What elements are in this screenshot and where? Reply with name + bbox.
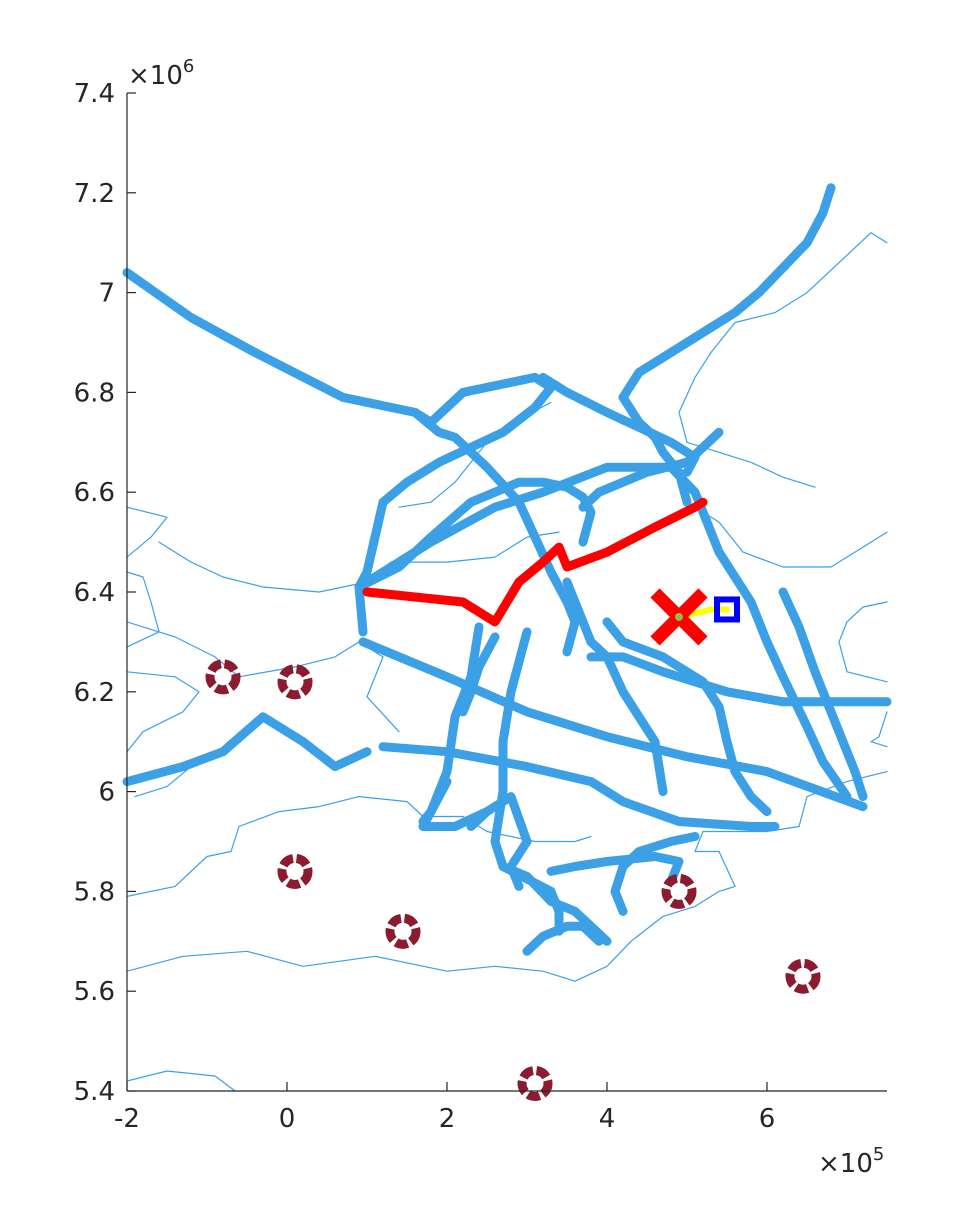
road-network-line xyxy=(618,183,836,402)
city-marker xyxy=(385,913,421,949)
road-network-line xyxy=(122,268,556,637)
y-tick-label: 7 xyxy=(98,279,115,309)
coastline-line xyxy=(126,1070,236,1092)
coastline-line xyxy=(694,506,888,568)
road-network-line xyxy=(458,632,500,717)
coastline-line xyxy=(678,232,888,488)
coastline-line xyxy=(126,506,168,558)
road-network-line xyxy=(578,427,724,512)
path-line xyxy=(362,497,708,627)
road-network-line xyxy=(122,712,372,787)
road-network-line xyxy=(610,832,700,916)
x-tick-label: -2 xyxy=(114,1104,140,1134)
y-exponent-base: ×10 xyxy=(128,61,183,91)
city-marker xyxy=(277,853,313,889)
y-tick-label: 6 xyxy=(98,778,115,808)
y-tick-label: 7.2 xyxy=(74,179,115,209)
city-marker xyxy=(661,873,697,909)
axes: -2 0 2 4 6 5.4 5.6 5.8 6 6.2 6.4 6.6 6.8 7 7.2 7.4 ×10… xyxy=(74,56,887,1179)
road-network-line xyxy=(418,777,492,831)
x-axis-exponent: ×105 xyxy=(818,1144,884,1179)
road-network-line xyxy=(618,392,692,507)
x-tick-label: 4 xyxy=(599,1104,616,1134)
road-network-line xyxy=(378,742,780,831)
y-tick-label: 6.8 xyxy=(74,378,115,408)
coastline-line xyxy=(134,765,192,798)
y-tick-label: 6.6 xyxy=(74,478,115,508)
end-marker-center xyxy=(675,612,683,621)
y-ticks: 5.4 5.6 5.8 6 6.2 6.4 6.6 6.8 7 7.2 7.4 xyxy=(74,79,136,1107)
coastline-layer xyxy=(126,232,888,1092)
coastline-line xyxy=(158,541,368,593)
y-tick-label: 6.2 xyxy=(74,678,115,708)
coastline-line xyxy=(126,571,160,648)
city-marker xyxy=(517,1066,553,1102)
road-network-line xyxy=(410,407,580,657)
y-exponent-power: 6 xyxy=(183,56,194,77)
marker-layer xyxy=(205,588,821,1102)
y-tick-label: 6.4 xyxy=(74,578,115,608)
y-tick-label: 5.6 xyxy=(74,977,115,1007)
coastline-line xyxy=(126,795,592,898)
coastline-line xyxy=(870,711,888,748)
road-network-line xyxy=(602,617,772,817)
coastline-line xyxy=(126,621,400,733)
coastline-line xyxy=(126,671,200,753)
road-network-line xyxy=(778,587,868,802)
road-network-line xyxy=(586,652,892,707)
y-tick-label: 5.8 xyxy=(74,877,115,907)
road-network-line xyxy=(498,862,612,946)
road-network-line xyxy=(358,637,868,812)
x-exponent-power: 5 xyxy=(873,1144,884,1165)
x-tick-label: 2 xyxy=(439,1104,456,1134)
road-network-line xyxy=(418,622,484,826)
city-marker xyxy=(277,664,313,700)
road-network-line xyxy=(546,886,564,936)
start-marker xyxy=(714,596,740,623)
y-axis-exponent: ×106 xyxy=(128,56,194,91)
city-marker xyxy=(205,659,241,695)
city-marker xyxy=(785,958,821,994)
x-exponent-base: ×10 xyxy=(818,1149,873,1179)
route-path-layer xyxy=(362,497,708,627)
y-tick-label: 7.4 xyxy=(74,79,115,109)
coastline-line xyxy=(838,601,888,683)
road-network-line xyxy=(354,462,852,802)
road-network-line xyxy=(522,921,604,956)
x-tick-label: 0 xyxy=(279,1104,296,1134)
x-ticks: -2 0 2 4 6 xyxy=(114,1082,775,1134)
x-tick-label: 6 xyxy=(759,1104,776,1134)
y-tick-label: 5.4 xyxy=(74,1077,115,1107)
road-network-layer xyxy=(122,183,892,956)
road-network-line xyxy=(562,577,668,797)
